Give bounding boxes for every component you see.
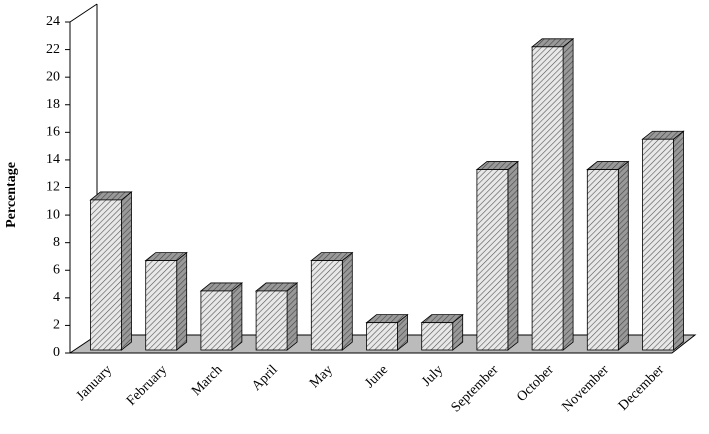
- y-tick-label: 16: [46, 125, 60, 140]
- bar-side: [286, 282, 298, 351]
- bar: [421, 322, 454, 351]
- y-tick-label: 14: [46, 152, 60, 167]
- bar: [642, 138, 674, 351]
- x-tick-label: October: [514, 362, 557, 405]
- x-tick-label: January: [74, 362, 115, 403]
- x-tick-label: July: [419, 362, 446, 389]
- bar: [200, 290, 233, 351]
- y-tick-label: 18: [46, 97, 60, 112]
- y-axis-label: Percentage: [4, 162, 19, 228]
- x-tick-label: June: [362, 362, 391, 391]
- y-tick-label: 12: [46, 180, 60, 195]
- x-tick-label: April: [249, 362, 281, 394]
- y-tick-label: 10: [46, 207, 60, 222]
- bar: [145, 260, 178, 351]
- x-tick-label: May: [307, 362, 336, 391]
- bar: [476, 169, 509, 351]
- bar-side: [121, 191, 132, 351]
- bar: [90, 199, 122, 351]
- bar: [255, 290, 288, 351]
- x-tick-label: December: [616, 362, 668, 414]
- y-tick-label: 6: [53, 262, 60, 277]
- y-tick-label: 20: [46, 69, 60, 84]
- bar-side: [562, 37, 574, 351]
- bar: [586, 169, 619, 351]
- bar-side: [673, 130, 684, 351]
- bar-side: [507, 160, 519, 351]
- wall-top: [69, 3, 98, 23]
- bar-side: [231, 282, 243, 351]
- y-tick-label: 2: [53, 318, 60, 333]
- bar: [310, 260, 343, 351]
- x-tick-label: February: [124, 362, 170, 408]
- y-tick-label: 0: [53, 345, 60, 360]
- y-tick-label: 24: [46, 14, 60, 29]
- y-tick-label: 22: [46, 42, 60, 57]
- x-tick-label: September: [449, 362, 502, 415]
- bar-side: [617, 160, 629, 351]
- y-tick-label: 8: [53, 235, 60, 250]
- bar-side: [341, 251, 353, 351]
- bar: [531, 46, 564, 351]
- y-tick-label: 4: [53, 290, 60, 305]
- bar-side: [176, 251, 188, 351]
- x-tick-label: March: [189, 362, 225, 398]
- x-tick-label: November: [560, 362, 613, 415]
- bar: [366, 322, 398, 351]
